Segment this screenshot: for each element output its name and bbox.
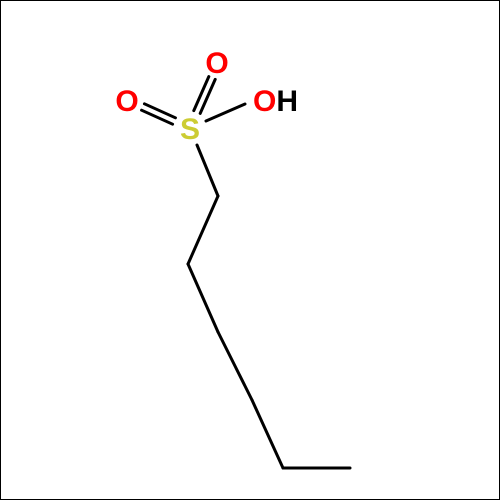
atom-s: S [180,113,200,146]
molecule-canvas: SOOOH [0,0,500,500]
bond [142,110,173,124]
bond [252,400,283,468]
canvas-frame [1,1,500,500]
atom-o_left: O [115,85,138,118]
bond [197,145,218,196]
atom-o_top: O [205,47,228,80]
bond [188,196,218,264]
bond [218,332,252,400]
atom-oh: OH [253,85,298,118]
bond [200,79,215,113]
bond [194,77,209,111]
bond [206,104,245,121]
bond [144,104,175,118]
bond [188,264,218,332]
bonds-layer [142,77,350,468]
